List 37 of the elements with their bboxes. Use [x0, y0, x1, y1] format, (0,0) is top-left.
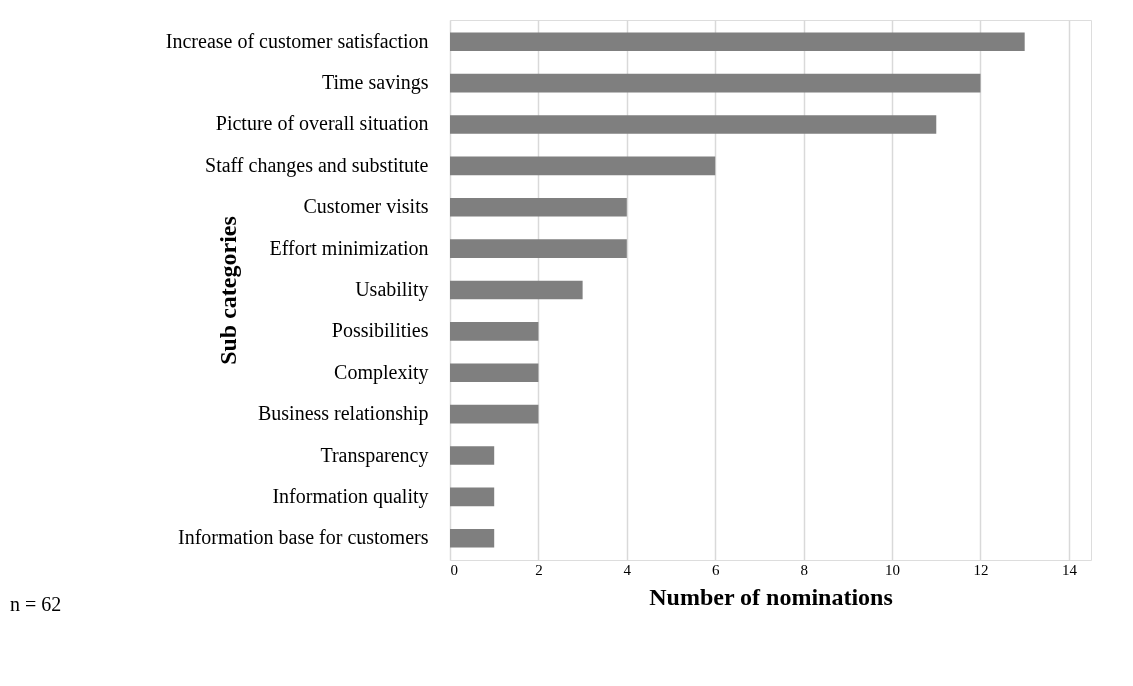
x-tick-label: 10	[885, 561, 901, 578]
y-tick-label: Possibilities	[331, 319, 429, 342]
x-axis-title: Number of nominations	[649, 583, 893, 610]
x-tick-label: 8	[800, 561, 808, 578]
y-tick-label: Customer visits	[303, 195, 429, 218]
y-tick-label: Staff changes and substitute	[205, 153, 429, 177]
x-tick-label: 14	[1061, 561, 1078, 578]
x-tick-label: 2	[535, 561, 543, 578]
x-tick-label: 4	[623, 561, 632, 578]
y-tick-label: Complexity	[334, 360, 429, 384]
bar	[450, 322, 539, 341]
y-tick-label: Information quality	[272, 484, 429, 508]
text: n = 62	[10, 593, 62, 615]
bar	[450, 487, 495, 507]
y-tick-label: Transparency	[320, 443, 429, 467]
bar	[450, 239, 627, 258]
y-tick-label: Usability	[355, 278, 429, 301]
bar	[450, 73, 981, 93]
bar	[450, 363, 539, 383]
bar	[450, 446, 495, 465]
y-tick-label: Picture of overall situation	[215, 112, 429, 135]
bar	[450, 528, 495, 548]
x-tick-label: 6	[711, 561, 720, 578]
y-tick-label: Effort minimization	[269, 236, 429, 259]
y-axis-title: Sub categories	[214, 216, 241, 365]
bar	[450, 404, 539, 424]
x-tick-label: 12	[973, 561, 989, 578]
bar	[450, 197, 627, 217]
bar	[450, 32, 1025, 52]
y-tick-label: Time savings	[321, 71, 429, 95]
bar	[450, 156, 716, 176]
bar	[450, 115, 937, 134]
y-tick-label: Information base for customers	[178, 526, 429, 549]
bar	[450, 280, 583, 300]
y-tick-label: Increase of customer satisfaction	[165, 29, 429, 52]
x-tick-label: 0	[450, 561, 458, 578]
y-tick-label: Business relationship	[257, 402, 429, 426]
